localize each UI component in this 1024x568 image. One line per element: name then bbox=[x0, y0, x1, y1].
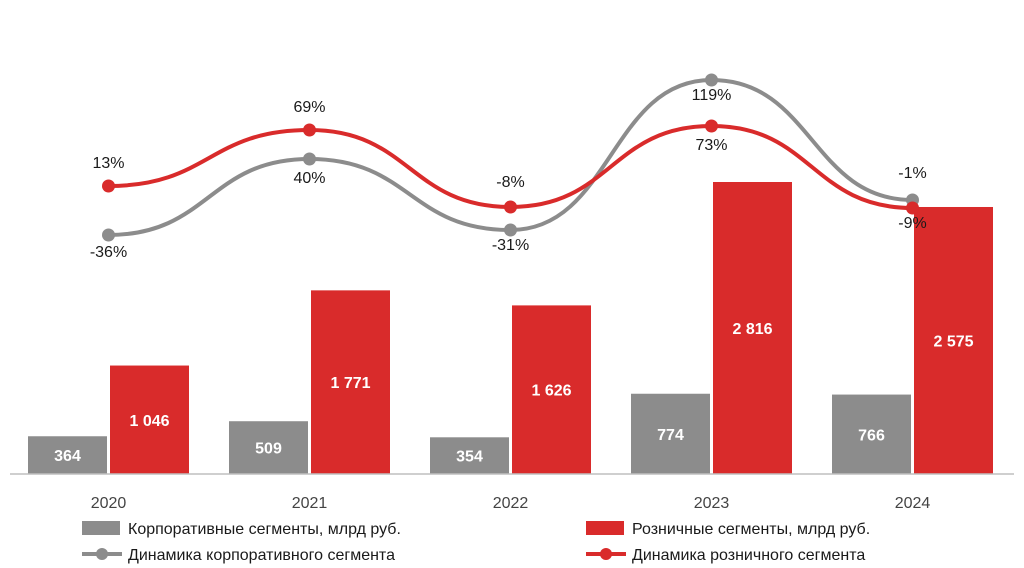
point-label-retail-2020: 13% bbox=[92, 155, 124, 172]
legend-label-corporate-line: Динамика корпоративного сегмента bbox=[128, 547, 395, 564]
labels-layer: 364 1 046 509 1 771 354 1 626 774 2 816 766 2 575… bbox=[54, 87, 973, 466]
point-label-corporate-2021: 40% bbox=[293, 170, 325, 187]
bar-corporate-2023 bbox=[631, 393, 710, 474]
legend: Корпоративные сегменты, млрд руб. Розничн… bbox=[82, 521, 870, 564]
point-retail-2022 bbox=[504, 200, 517, 214]
point-retail-2021 bbox=[303, 123, 316, 137]
point-label-retail-2021: 69% bbox=[293, 99, 325, 116]
bar-corporate-2020 bbox=[28, 436, 107, 474]
point-label-corporate-2023: 119% bbox=[692, 87, 732, 104]
point-retail-2020 bbox=[102, 179, 115, 193]
x-tick-2021: 2021 bbox=[292, 495, 328, 512]
bar-corporate-2021 bbox=[229, 421, 308, 474]
ticks-layer: 2020 2021 2022 2023 2024 bbox=[91, 495, 931, 512]
bar-label-corporate-2023: 774 bbox=[657, 427, 684, 444]
bar-label-corporate-2022: 354 bbox=[456, 449, 483, 466]
bar-label-retail-2024: 2 575 bbox=[933, 333, 973, 350]
bar-corporate-2024 bbox=[832, 394, 911, 474]
point-corporate-2022 bbox=[504, 223, 517, 237]
bar-label-retail-2021: 1 771 bbox=[330, 375, 370, 392]
bar-retail-2022 bbox=[512, 305, 591, 474]
x-tick-2022: 2022 bbox=[493, 495, 529, 512]
legend-marker-retail-line bbox=[600, 548, 612, 560]
legend-label-corporate-bar: Корпоративные сегменты, млрд руб. bbox=[128, 521, 401, 538]
legend-swatch-corporate-bar bbox=[82, 521, 120, 535]
bar-retail-2024 bbox=[914, 206, 993, 474]
line-corporate bbox=[108, 77, 913, 237]
legend-label-retail-line: Динамика розничного сегмента bbox=[632, 547, 865, 564]
bar-label-corporate-2020: 364 bbox=[54, 448, 81, 465]
x-tick-2024: 2024 bbox=[895, 495, 931, 512]
bar-corporate-2022 bbox=[430, 437, 509, 474]
bar-label-corporate-2024: 766 bbox=[858, 427, 885, 444]
bar-label-corporate-2021: 509 bbox=[255, 441, 282, 458]
bar-retail-2020 bbox=[110, 365, 189, 474]
lines-layer bbox=[102, 73, 919, 242]
x-tick-2020: 2020 bbox=[91, 495, 127, 512]
bar-retail-2023 bbox=[713, 182, 792, 474]
point-label-retail-2024: -9% bbox=[898, 215, 926, 232]
bar-label-retail-2020: 1 046 bbox=[129, 413, 169, 430]
legend-label-retail-bar: Розничные сегменты, млрд руб. bbox=[632, 521, 870, 538]
point-corporate-2020 bbox=[102, 228, 115, 242]
point-label-corporate-2020: -36% bbox=[90, 244, 127, 261]
legend-swatch-retail-bar bbox=[586, 521, 624, 535]
bars-layer bbox=[28, 182, 993, 474]
point-retail-2023 bbox=[705, 119, 718, 133]
point-label-corporate-2022: -31% bbox=[492, 237, 529, 254]
point-label-retail-2022: -8% bbox=[496, 174, 524, 191]
bar-retail-2021 bbox=[311, 290, 390, 474]
point-label-retail-2023: 73% bbox=[695, 137, 727, 154]
bar-label-retail-2023: 2 816 bbox=[732, 321, 772, 338]
point-corporate-2023 bbox=[705, 73, 718, 87]
legend-marker-corporate-line bbox=[96, 548, 108, 560]
point-corporate-2021 bbox=[303, 152, 316, 166]
point-retail-2024 bbox=[906, 201, 919, 215]
x-tick-2023: 2023 bbox=[694, 495, 730, 512]
point-label-corporate-2024: -1% bbox=[898, 165, 926, 182]
bar-label-retail-2022: 1 626 bbox=[531, 383, 571, 400]
